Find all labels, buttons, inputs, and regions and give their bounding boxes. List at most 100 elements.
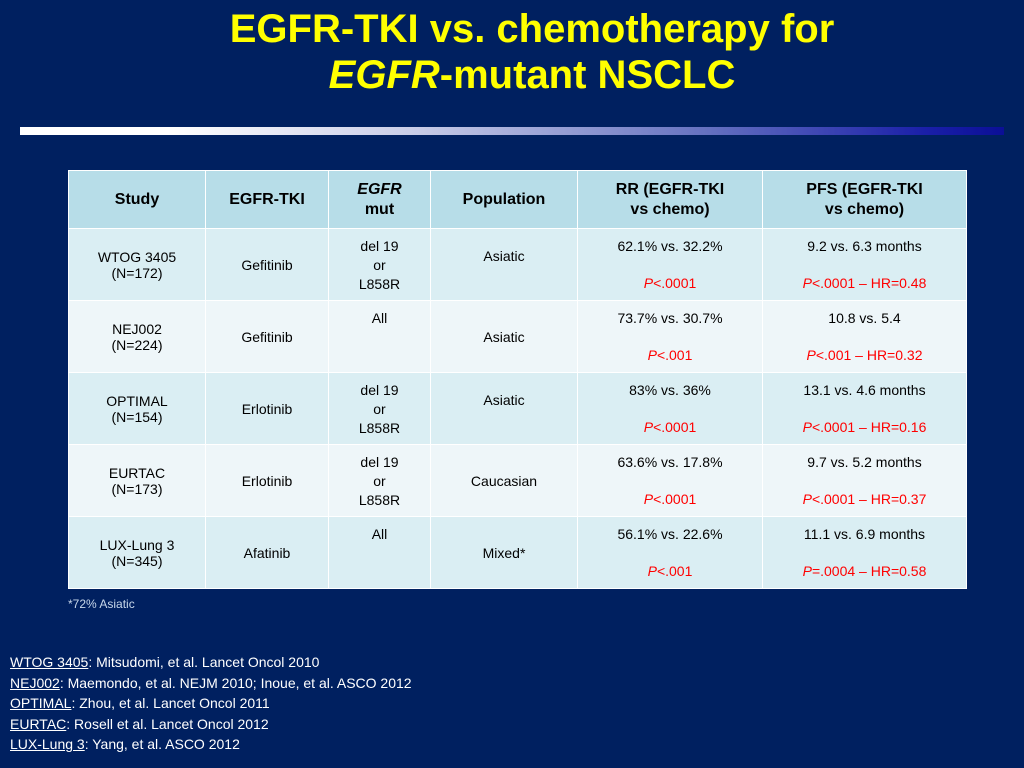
study-n: (N=345): [111, 552, 163, 569]
reference-key: LUX-Lung 3: [10, 736, 85, 752]
tki-name: Erlotinib: [241, 472, 293, 489]
cell-pfs: 10.8 vs. 5.4 P<.001 – HR=0.32: [762, 300, 967, 373]
title-line-2-rest: -mutant NSCLC: [439, 53, 736, 97]
study-name: EURTAC: [108, 464, 166, 481]
cell-tki: Erlotinib: [205, 444, 329, 517]
pfs-p-value: P=.0004 – HR=0.58: [763, 562, 966, 581]
study-name: WTOG 3405: [97, 248, 177, 265]
tki-name: Erlotinib: [241, 400, 293, 417]
cell-tki: Gefitinib: [205, 228, 329, 301]
reference-text: : Mitsudomi, et al. Lancet Oncol 2010: [88, 654, 320, 670]
pfs-p-value: P<.0001 – HR=0.16: [763, 418, 966, 437]
reference-line: NEJ002: Maemondo, et al. NEJM 2010; Inou…: [10, 673, 412, 694]
pfs-p-letter: P: [802, 491, 812, 507]
study-name: NEJ002: [112, 320, 162, 337]
mutation-line: L858R: [358, 492, 401, 508]
title-line-2: EGFR-mutant NSCLC: [0, 52, 1024, 98]
mutation-line: del 19: [360, 454, 399, 470]
study-n: (N=172): [111, 264, 163, 281]
header-pfs-line2: vs chemo): [824, 200, 905, 218]
table-row: LUX-Lung 3 (N=345) Afatinib All Mixed* 56.1% …: [68, 516, 967, 589]
header-mutation-gene: EGFR: [357, 180, 402, 198]
header-rr-line2: vs chemo): [630, 200, 710, 218]
cell-rr: 63.6% vs. 17.8% P<.0001: [577, 444, 763, 517]
rr-p-letter: P: [647, 347, 657, 363]
population-value: Asiatic: [483, 392, 525, 408]
rr-p-value: P<.0001: [578, 490, 762, 509]
reference-key: NEJ002: [10, 674, 60, 691]
cell-rr: 62.1% vs. 32.2% P<.0001: [577, 228, 763, 301]
rr-p-value: P<.001: [578, 346, 762, 365]
cell-study: LUX-Lung 3 (N=345): [68, 516, 206, 589]
tki-name: Gefitinib: [241, 256, 293, 273]
pfs-p-rest: <.001 – HR=0.32: [815, 347, 923, 363]
study-n: (N=173): [111, 480, 163, 497]
mutation-line: All: [371, 310, 388, 326]
rr-p-value: P<.0001: [578, 274, 762, 293]
header-mutation-rest: mut: [364, 200, 395, 218]
footnote: *72% Asiatic: [68, 597, 135, 611]
population-value: Asiatic: [483, 329, 525, 345]
mutation-line: L858R: [358, 276, 401, 292]
population-value: Mixed*: [482, 545, 526, 561]
references: WTOG 3405: Mitsudomi, et al. Lancet Onco…: [10, 652, 412, 755]
cell-pfs: 11.1 vs. 6.9 months P=.0004 – HR=0.58: [762, 516, 967, 589]
pfs-value: 13.1 vs. 4.6 months: [803, 382, 926, 398]
cell-rr: 83% vs. 36% P<.0001: [577, 372, 763, 445]
cell-rr: 73.7% vs. 30.7% P<.001: [577, 300, 763, 373]
header-study: Study: [68, 170, 206, 229]
cell-study: NEJ002 (N=224): [68, 300, 206, 373]
cell-population: Asiatic: [430, 228, 578, 301]
population-value: Asiatic: [483, 248, 525, 264]
slide-title: EGFR-TKI vs. chemotherapy for EGFR-mutan…: [0, 6, 1024, 98]
trials-table: Study EGFR-TKI EGFR mut Population RR (EG…: [68, 170, 967, 589]
pfs-p-letter: P: [802, 275, 812, 291]
header-pfs: PFS (EGFR-TKI vs chemo): [762, 170, 967, 229]
reference-text: : Rosell et al. Lancet Oncol 2012: [66, 715, 269, 732]
cell-mutation: del 19 or L858R: [328, 372, 431, 445]
study-name: OPTIMAL: [106, 392, 168, 409]
cell-mutation: del 19 or L858R: [328, 444, 431, 517]
rr-value: 62.1% vs. 32.2%: [617, 238, 723, 254]
header-tki: EGFR-TKI: [205, 170, 329, 229]
reference-key: EURTAC: [10, 715, 67, 732]
title-divider: [20, 127, 1004, 135]
cell-tki: Erlotinib: [205, 372, 329, 445]
cell-study: EURTAC (N=173): [68, 444, 206, 517]
pfs-value: 11.1 vs. 6.9 months: [803, 526, 926, 542]
rr-value: 56.1% vs. 22.6%: [617, 526, 723, 542]
tki-name: Gefitinib: [241, 328, 293, 345]
mutation-line: All: [371, 526, 388, 542]
mutation-line: del 19: [360, 382, 399, 398]
rr-p-rest: <.0001: [653, 419, 697, 435]
pfs-p-rest: <.0001 – HR=0.37: [811, 491, 927, 507]
cell-tki: Gefitinib: [205, 300, 329, 373]
pfs-value: 9.7 vs. 5.2 months: [807, 454, 922, 470]
mutation-line: or: [373, 401, 386, 417]
rr-p-value: P<.0001: [578, 418, 762, 437]
cell-population: Caucasian: [430, 444, 578, 517]
pfs-p-letter: P: [802, 419, 812, 435]
pfs-p-value: P<.0001 – HR=0.48: [763, 274, 966, 293]
population-value: Caucasian: [470, 473, 538, 489]
rr-p-letter: P: [643, 491, 654, 507]
mutation-line: del 19: [360, 238, 399, 254]
reference-line: OPTIMAL: Zhou, et al. Lancet Oncol 2011: [10, 693, 412, 714]
reference-line: EURTAC: Rosell et al. Lancet Oncol 2012: [10, 714, 412, 735]
study-n: (N=224): [111, 336, 163, 353]
pfs-p-rest: =.0004 – HR=0.58: [811, 563, 927, 579]
reference-key: WTOG 3405: [10, 654, 89, 670]
mutation-line: L858R: [358, 420, 401, 436]
cell-rr: 56.1% vs. 22.6% P<.001: [577, 516, 763, 589]
header-rr-line1: RR (EGFR-TKI: [615, 180, 725, 198]
rr-p-rest: <.001: [656, 563, 693, 579]
reference-line: WTOG 3405: Mitsudomi, et al. Lancet Onco…: [10, 652, 412, 673]
mutation-line: or: [373, 257, 386, 273]
cell-mutation: All: [328, 516, 431, 589]
study-name: LUX-Lung 3: [99, 536, 175, 553]
header-mutation: EGFR mut: [328, 170, 431, 229]
rr-value: 73.7% vs. 30.7%: [617, 310, 723, 326]
pfs-p-letter: P: [802, 563, 812, 579]
pfs-p-rest: <.0001 – HR=0.48: [811, 275, 927, 291]
cell-population: Asiatic: [430, 372, 578, 445]
